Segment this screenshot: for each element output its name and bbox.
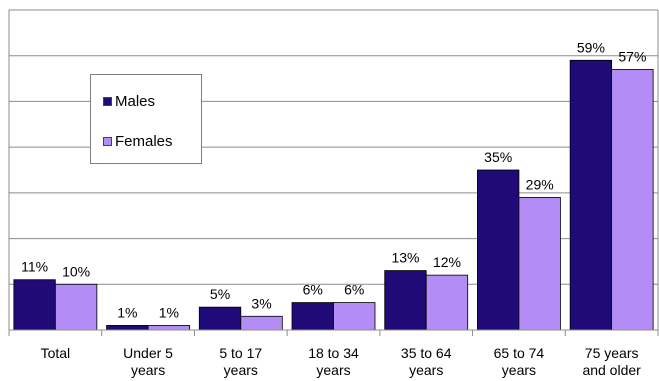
legend-label-males: Males (115, 93, 156, 110)
x-tick-label: years (224, 362, 258, 378)
bar-females-2 (240, 315, 283, 331)
x-tick-label: years (131, 362, 165, 378)
bar-males-3 (291, 302, 334, 331)
bar-males-5 (477, 169, 520, 331)
bar-females-6 (611, 69, 654, 331)
data-label-females-6: 57% (618, 48, 646, 64)
chart-legend: Males Females (90, 74, 202, 164)
bar-males-0 (13, 279, 56, 331)
bar-females-5 (518, 197, 561, 331)
bar-males-2 (198, 306, 242, 331)
legend-swatch-males (103, 97, 112, 106)
data-label-males-5: 35% (484, 149, 512, 165)
bar-females-1 (147, 325, 190, 331)
x-tick-label: years (409, 362, 443, 378)
bar-males-4 (384, 270, 427, 331)
legend-item-males: Males (103, 93, 155, 110)
data-label-females-4: 12% (433, 254, 461, 270)
x-tick-label: years (316, 362, 350, 378)
data-label-males-2: 5% (210, 286, 230, 302)
x-tick-label: 35 to 64 (401, 345, 452, 361)
data-label-males-0: 11% (21, 259, 48, 275)
data-label-females-3: 6% (344, 282, 364, 298)
x-tick-label: 65 to 74 (494, 345, 545, 361)
x-tick-label: and older (582, 362, 641, 378)
x-tick-label: 75 years (585, 345, 639, 361)
bar-males-6 (569, 59, 613, 331)
data-label-males-4: 13% (391, 250, 419, 266)
data-label-females-2: 3% (251, 295, 271, 311)
bar-males-1 (106, 325, 149, 331)
legend-label-females: Females (115, 133, 173, 150)
data-label-males-1: 1% (117, 304, 137, 320)
data-label-females-5: 29% (526, 176, 554, 192)
x-tick-label: Total (41, 345, 71, 361)
legend-swatch-females (103, 137, 112, 146)
x-tick-label: 5 to 17 (219, 345, 262, 361)
x-tick-label: years (502, 362, 536, 378)
x-tick-label: Under 5 (123, 345, 173, 361)
legend-item-females: Females (103, 133, 173, 150)
data-label-males-6: 59% (577, 39, 605, 55)
data-label-females-0: 10% (62, 263, 90, 279)
data-label-females-1: 1% (159, 304, 179, 320)
bar-females-0 (54, 283, 98, 331)
x-tick-label: 18 to 34 (308, 345, 359, 361)
data-label-males-3: 6% (303, 282, 323, 298)
bar-females-3 (333, 302, 376, 331)
bar-females-4 (425, 274, 469, 331)
